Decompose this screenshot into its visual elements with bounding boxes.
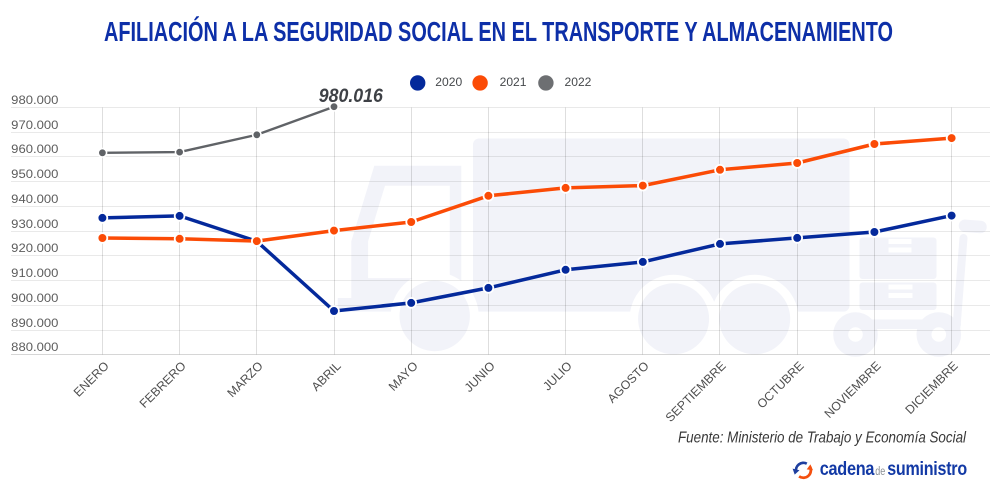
svg-text:910.000: 910.000	[11, 266, 58, 280]
svg-text:920.000: 920.000	[11, 241, 58, 255]
svg-text:2022: 2022	[565, 75, 592, 89]
svg-text:de: de	[875, 466, 885, 478]
svg-text:890.000: 890.000	[11, 316, 58, 330]
svg-text:950.000: 950.000	[11, 167, 58, 181]
svg-text:980.016: 980.016	[319, 86, 383, 107]
svg-text:880.000: 880.000	[11, 340, 58, 354]
svg-text:930.000: 930.000	[11, 217, 58, 231]
svg-text:960.000: 960.000	[11, 142, 58, 156]
svg-text:940.000: 940.000	[11, 192, 58, 206]
svg-text:970.000: 970.000	[11, 118, 58, 132]
svg-text:980.000: 980.000	[11, 93, 58, 107]
svg-text:2020: 2020	[435, 75, 462, 89]
svg-text:900.000: 900.000	[11, 291, 58, 305]
svg-text:AFILIACIÓN A LA SEGURIDAD SOCI: AFILIACIÓN A LA SEGURIDAD SOCIAL EN EL T…	[104, 16, 893, 47]
svg-text:cadena: cadena	[820, 458, 875, 480]
svg-text:2021: 2021	[500, 75, 527, 89]
svg-text:Fuente: Ministerio de Trabajo: Fuente: Ministerio de Trabajo y Economía…	[678, 430, 966, 447]
svg-text:suministro: suministro	[887, 458, 967, 480]
